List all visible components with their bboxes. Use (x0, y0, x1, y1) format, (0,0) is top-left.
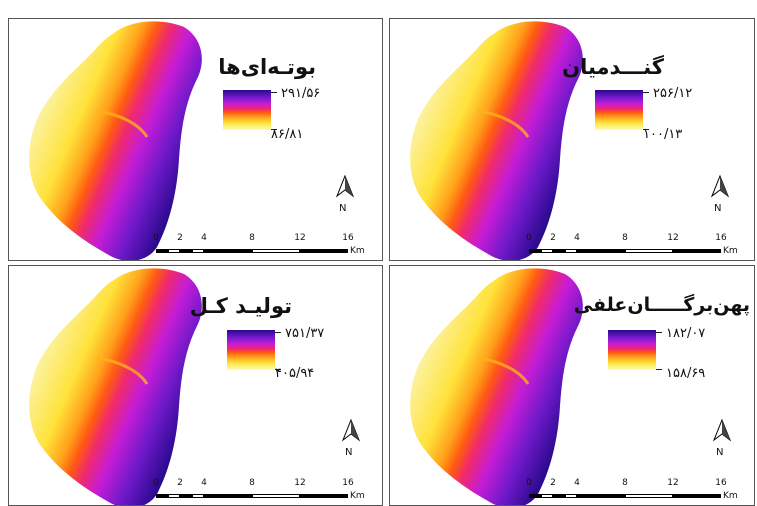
north-label: N (714, 203, 722, 214)
legend-tick (275, 332, 281, 333)
scale-tick-label: 2 (550, 233, 556, 243)
scale-unit: Km (350, 246, 365, 256)
scale-tick-label: 0 (526, 478, 532, 488)
elevation-map (29, 21, 202, 260)
elevation-map (410, 21, 583, 260)
scale-tick-label: 12 (294, 233, 306, 243)
north-arrow-icon (341, 418, 361, 442)
scale-tick-label: 16 (715, 233, 727, 243)
legend-max-label: ۲۵۶/۱۲ (653, 86, 693, 101)
legend-tick (271, 92, 277, 93)
scale-bar: 0 2 4 8 12 16 Km (526, 233, 749, 258)
scale-tick-label: 4 (574, 478, 580, 488)
color-legend (223, 90, 271, 130)
legend-tick (643, 129, 649, 130)
legend-max-label: ۱۸۲/۰۷ (666, 326, 706, 341)
map-panel-total-production: تولیـد کـل ۷۵۱/۳۷ ۴۰۵/۹۴ N 0 2 4 8 12 16… (8, 265, 383, 506)
scale-tick-label: 4 (201, 478, 207, 488)
scale-bar: 0 2 4 8 12 16 Km (153, 478, 376, 503)
legend-min-label: ۴۰۵/۹۴ (275, 366, 315, 381)
scale-tick-label: 4 (574, 233, 580, 243)
color-legend (608, 330, 656, 370)
north-arrow-icon (335, 174, 355, 198)
scale-tick-label: 12 (667, 478, 679, 488)
scale-tick-label: 12 (667, 233, 679, 243)
scale-tick-label: 16 (715, 478, 727, 488)
map-panel-grasses: گنـــدمیان ۲۵۶/۱۲ ۱۰۰/۱۳ N 0 2 4 8 12 16… (389, 18, 755, 261)
panel-title: تولیـد کـل (189, 294, 292, 318)
map-panel-shrubs: بوتـه‌ای‌ها ۲۹۱/۵۶ ۸۶/۸۱ N 0 2 4 8 12 16… (8, 18, 383, 261)
scale-tick-label: 4 (201, 233, 207, 243)
color-legend (595, 90, 643, 130)
map-panel-broadleaf-forbs: پهن‌برگـــــان‌علفی ۱۸۲/۰۷ ۱۵۸/۶۹ N 0 2 … (389, 265, 755, 506)
legend-min-label: ۸۶/۸۱ (271, 127, 304, 142)
scale-unit: Km (350, 491, 365, 501)
legend-tick (643, 92, 649, 93)
legend-tick (275, 369, 281, 370)
legend-tick (656, 369, 662, 370)
scale-bar: 0 2 4 8 12 16 Km (153, 233, 376, 258)
color-legend (227, 330, 275, 370)
legend-tick (656, 332, 662, 333)
north-arrow-icon (710, 174, 730, 198)
scale-tick-label: 8 (249, 233, 255, 243)
scale-tick-label: 8 (622, 233, 628, 243)
legend-min-label: ۱۰۰/۱۳ (643, 127, 683, 142)
scale-tick-label: 2 (177, 478, 183, 488)
panel-title: بوتـه‌ای‌ها (218, 55, 316, 79)
panel-title: پهن‌برگـــــان‌علفی (573, 294, 750, 316)
elevation-map (410, 268, 583, 505)
scale-tick-label: 0 (153, 233, 159, 243)
elevation-map (29, 268, 202, 505)
scale-unit: Km (723, 246, 738, 256)
scale-unit: Km (723, 491, 738, 501)
scale-tick-label: 0 (153, 478, 159, 488)
north-label: N (716, 447, 724, 458)
scale-tick-label: 2 (177, 233, 183, 243)
scale-tick-label: 12 (294, 478, 306, 488)
scale-tick-label: 16 (342, 233, 354, 243)
scale-tick-label: 0 (526, 233, 532, 243)
scale-tick-label: 16 (342, 478, 354, 488)
legend-max-label: ۷۵۱/۳۷ (285, 326, 325, 341)
legend-tick (271, 129, 277, 130)
scale-tick-label: 8 (622, 478, 628, 488)
panel-title: گنـــدمیان (562, 55, 664, 79)
scale-bar: 0 2 4 8 12 16 Km (526, 478, 749, 503)
north-arrow-icon (712, 418, 732, 442)
north-label: N (345, 447, 353, 458)
scale-tick-label: 8 (249, 478, 255, 488)
legend-max-label: ۲۹۱/۵۶ (281, 86, 321, 101)
north-label: N (339, 203, 347, 214)
scale-tick-label: 2 (550, 478, 556, 488)
legend-min-label: ۱۵۸/۶۹ (666, 366, 706, 381)
